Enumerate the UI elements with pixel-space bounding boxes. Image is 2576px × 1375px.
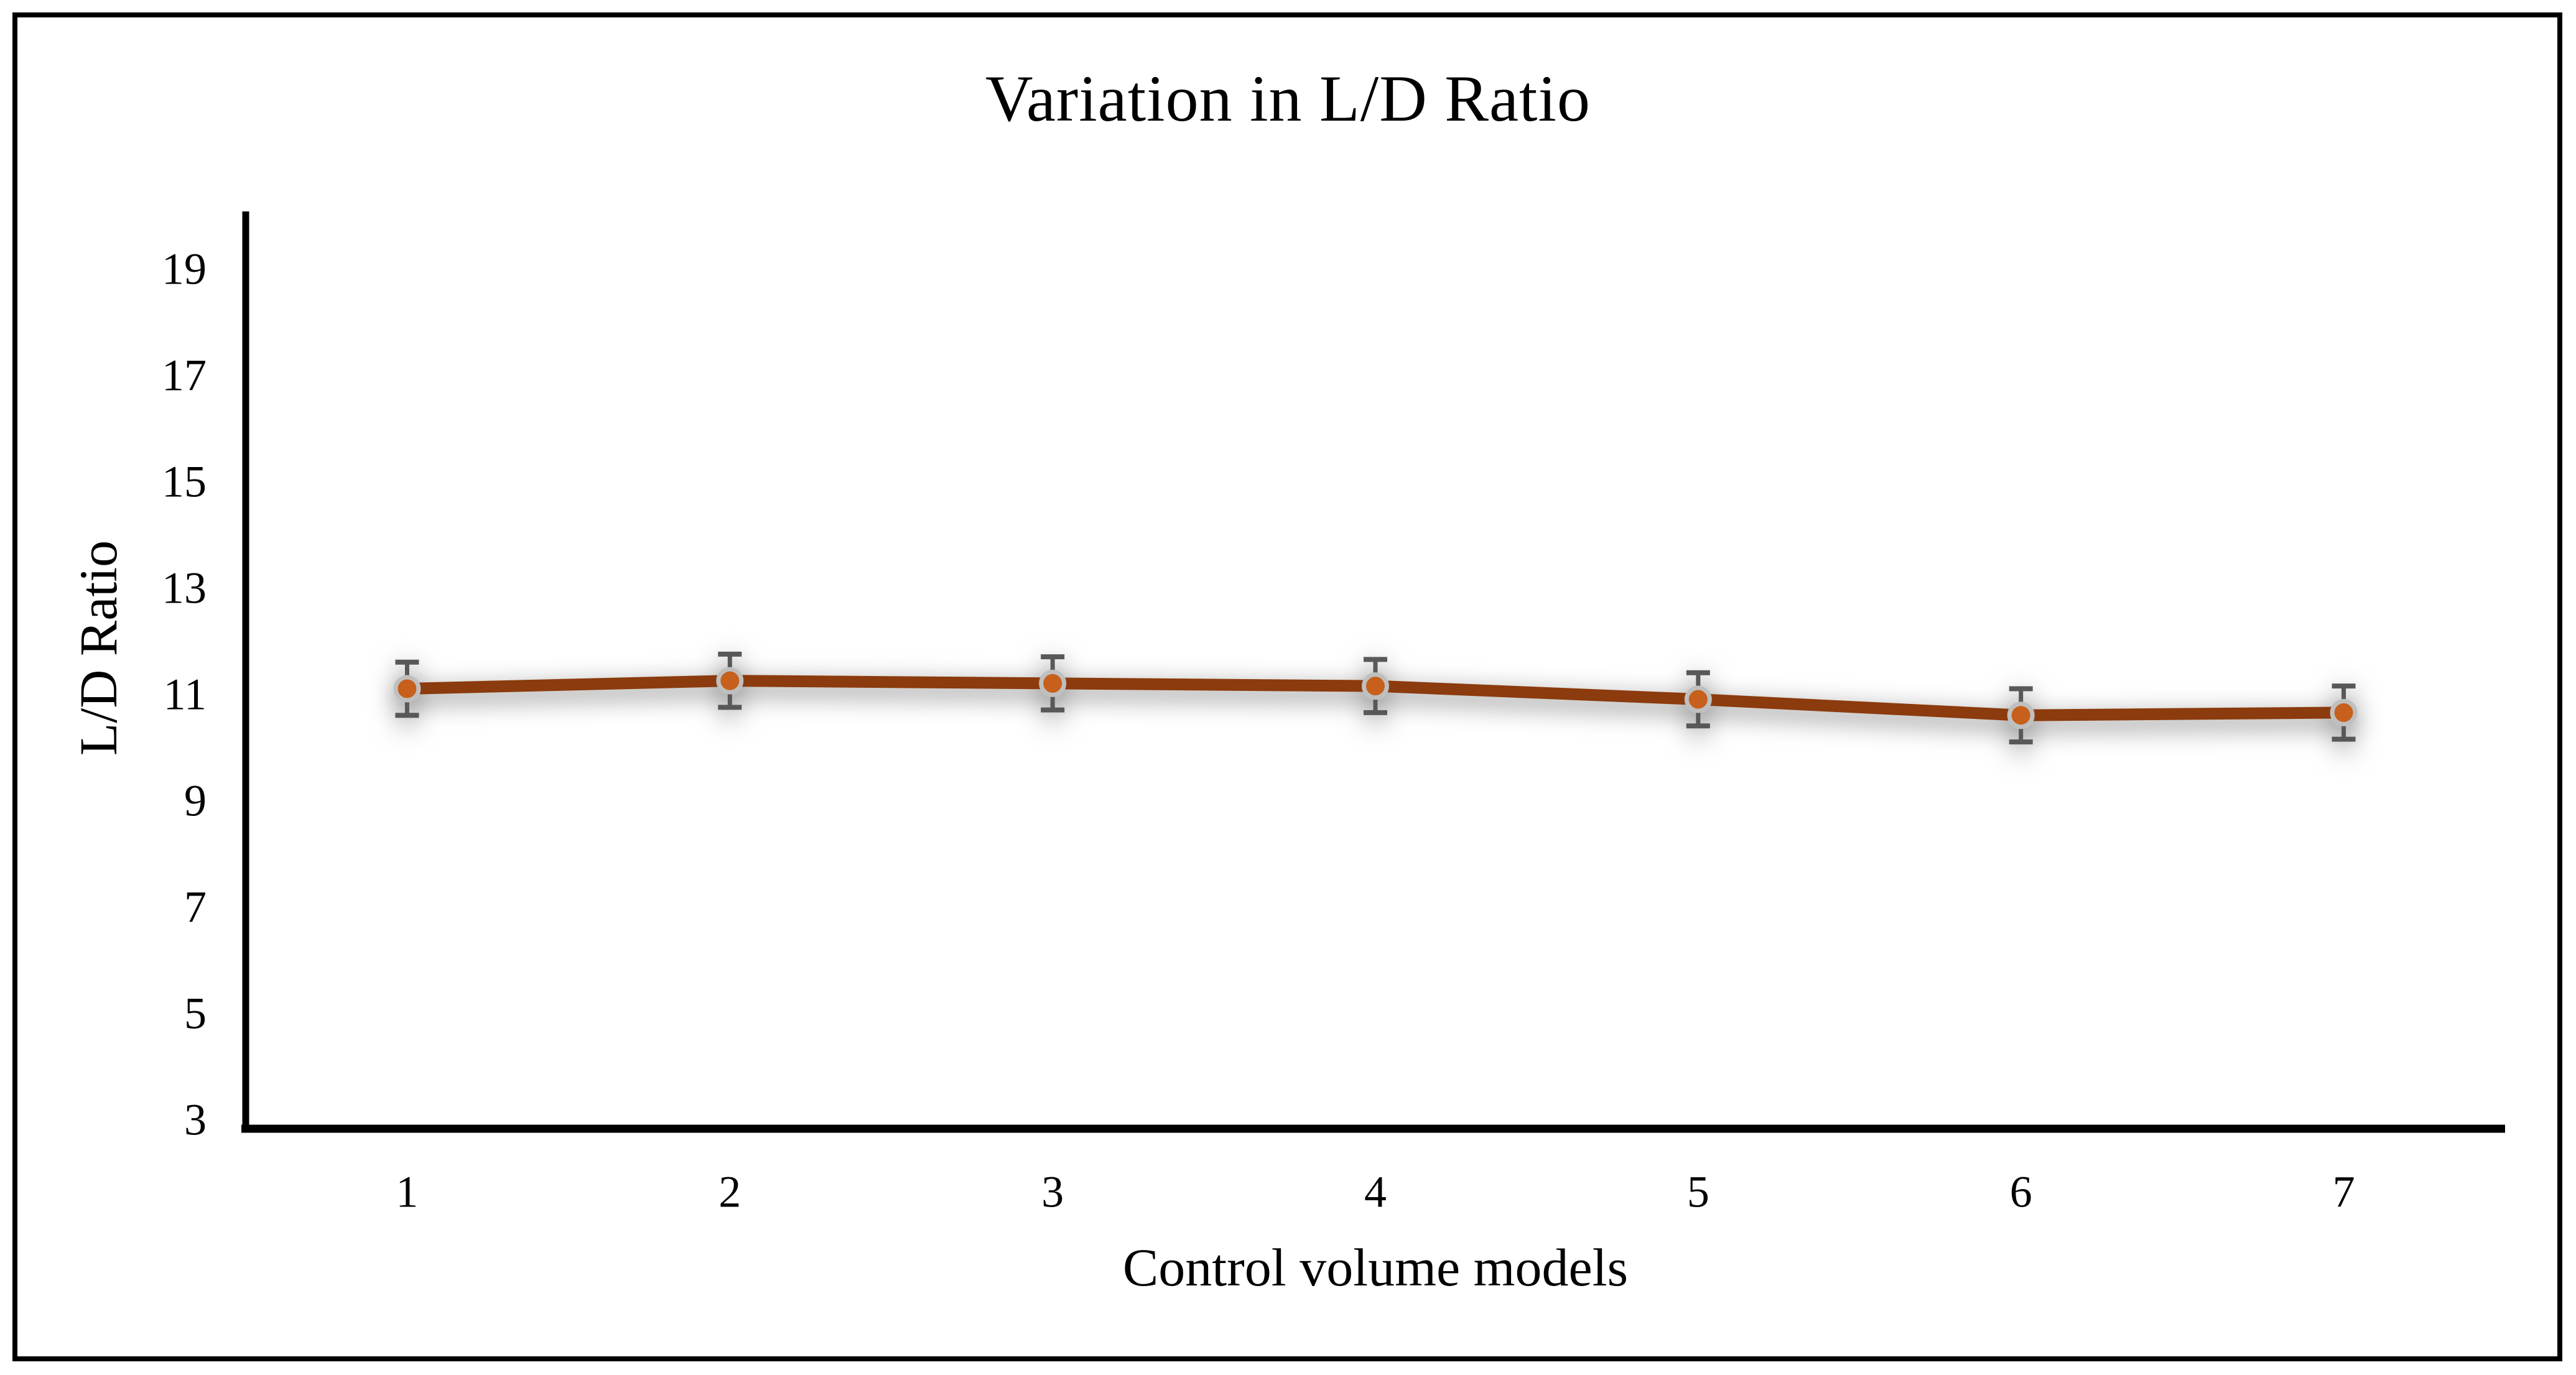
- data-point-marker: [1684, 685, 1712, 713]
- data-point-marker: [716, 667, 744, 695]
- y-tick-label: 19: [162, 244, 207, 294]
- x-tick-label: 1: [396, 1167, 418, 1216]
- x-tick-label: 4: [1364, 1167, 1387, 1216]
- x-tick-label: 6: [2010, 1167, 2032, 1216]
- chart-title: Variation in L/D Ratio: [985, 62, 1591, 135]
- x-axis-title: Control volume models: [1122, 1238, 1629, 1297]
- y-tick-label: 9: [184, 775, 207, 825]
- x-tick-label: 7: [2333, 1167, 2355, 1216]
- tick-labels: 3 5 7 9 11 13 15 17 19 1 2 3 4 5 6 7: [162, 244, 2355, 1216]
- data-point-marker: [1039, 669, 1067, 697]
- x-tick-label: 2: [718, 1167, 741, 1216]
- data-point-marker: [1362, 672, 1389, 700]
- x-tick-label: 3: [1041, 1167, 1064, 1216]
- y-tick-label: 5: [184, 988, 207, 1038]
- data-series: [393, 651, 2358, 744]
- y-tick-label: 17: [162, 350, 207, 400]
- data-point-marker: [2007, 701, 2035, 729]
- y-tick-label: 15: [162, 456, 207, 506]
- y-tick-label: 7: [184, 882, 207, 932]
- axes: [241, 211, 2505, 1133]
- data-point-marker: [2330, 698, 2358, 726]
- x-tick-label: 5: [1687, 1167, 1709, 1216]
- data-point-marker: [393, 675, 421, 703]
- y-tick-label: 3: [184, 1095, 207, 1144]
- y-tick-label: 11: [164, 669, 207, 719]
- figure-border: [12, 12, 2562, 1361]
- y-tick-label: 13: [162, 563, 207, 613]
